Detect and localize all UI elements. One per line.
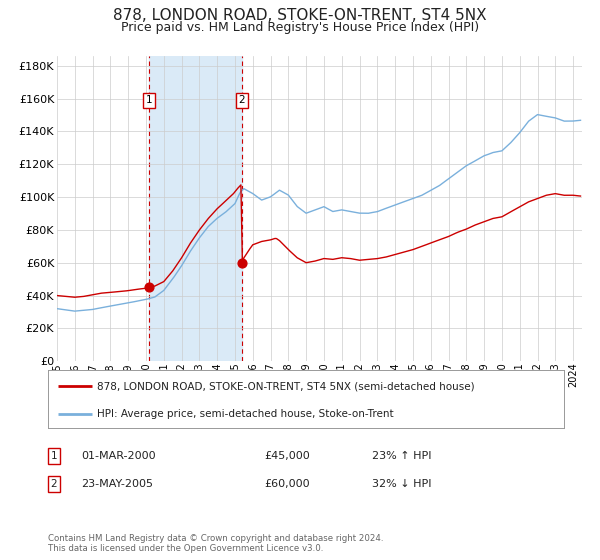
Text: 23% ↑ HPI: 23% ↑ HPI [372, 451, 431, 461]
Text: HPI: Average price, semi-detached house, Stoke-on-Trent: HPI: Average price, semi-detached house,… [97, 409, 394, 419]
Text: 878, LONDON ROAD, STOKE-ON-TRENT, ST4 5NX: 878, LONDON ROAD, STOKE-ON-TRENT, ST4 5N… [113, 8, 487, 24]
Point [237, 258, 247, 267]
Bar [149, 56, 242, 361]
Text: Price paid vs. HM Land Registry's House Price Index (HPI): Price paid vs. HM Land Registry's House … [121, 21, 479, 34]
Text: 1: 1 [50, 451, 58, 461]
Text: 2: 2 [50, 479, 58, 489]
Text: 23-MAY-2005: 23-MAY-2005 [81, 479, 153, 489]
Text: 32% ↓ HPI: 32% ↓ HPI [372, 479, 431, 489]
Text: 01-MAR-2000: 01-MAR-2000 [81, 451, 155, 461]
Text: 878, LONDON ROAD, STOKE-ON-TRENT, ST4 5NX (semi-detached house): 878, LONDON ROAD, STOKE-ON-TRENT, ST4 5N… [97, 381, 475, 391]
Text: £45,000: £45,000 [264, 451, 310, 461]
Text: 2: 2 [239, 95, 245, 105]
Text: 1: 1 [146, 95, 152, 105]
Text: £60,000: £60,000 [264, 479, 310, 489]
Point [144, 283, 154, 292]
Text: Contains HM Land Registry data © Crown copyright and database right 2024.
This d: Contains HM Land Registry data © Crown c… [48, 534, 383, 553]
